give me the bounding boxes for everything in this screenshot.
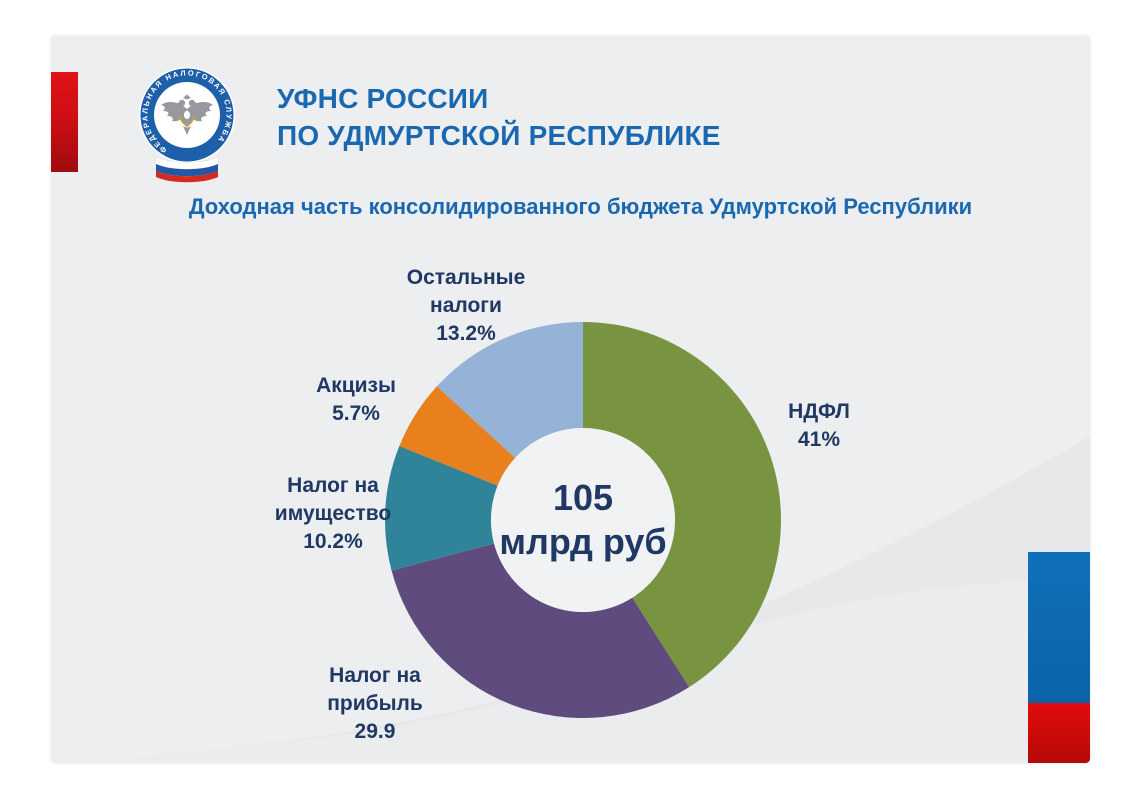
- corner-accent-bar-red: [1028, 703, 1090, 763]
- russian-flag-ribbon: [155, 156, 219, 183]
- pie-label-nalog-na-imushchestvo: Налог на имущество 10.2%: [274, 474, 392, 553]
- pie-label-ndfl: НДФЛ 41%: [788, 400, 850, 451]
- donut-center-unit: млрд руб: [499, 521, 667, 562]
- left-red-accent-bar: [51, 72, 78, 172]
- donut-center-value: 105: [552, 477, 614, 518]
- donut-chart: 105 млрд руб: [383, 320, 783, 720]
- corner-accent-bar-blue: [1028, 552, 1090, 703]
- org-name: УФНС РОССИИ ПО УДМУРТСКОЙ РЕСПУБЛИКЕ: [277, 80, 721, 154]
- slide-title: Доходная часть консолидированного бюджет…: [188, 194, 973, 219]
- org-name-line2: ПО УДМУРТСКОЙ РЕСПУБЛИКЕ: [277, 120, 721, 151]
- pie-label-ostalnye-nalogi: Остальные налоги 13.2%: [406, 266, 526, 345]
- org-name-line1: УФНС РОССИИ: [277, 83, 489, 114]
- donut-chart-svg: [385, 322, 782, 719]
- eagle-shield: [183, 110, 191, 120]
- fns-logo: ФЕДЕРАЛЬНАЯ НАЛОГОВАЯ СЛУЖБА: [139, 67, 235, 183]
- pie-label-nalog-na-pribyl: Налог на прибыль 29.9: [327, 664, 423, 743]
- pie-segment-3: [399, 386, 516, 486]
- pie-segment-1: [391, 543, 690, 719]
- pie-segment-4: [436, 322, 583, 458]
- background-curves: [51, 436, 1090, 763]
- donut-center-label: 105 млрд руб: [491, 428, 675, 612]
- pie-segment-2: [385, 445, 498, 571]
- presentation-slide: ФЕДЕРАЛЬНАЯ НАЛОГОВАЯ СЛУЖБА: [51, 36, 1090, 763]
- gold-scales-icon: [178, 115, 196, 126]
- pie-segment-0: [583, 322, 782, 688]
- pie-label-akcizy: Акцизы 5.7%: [316, 374, 396, 425]
